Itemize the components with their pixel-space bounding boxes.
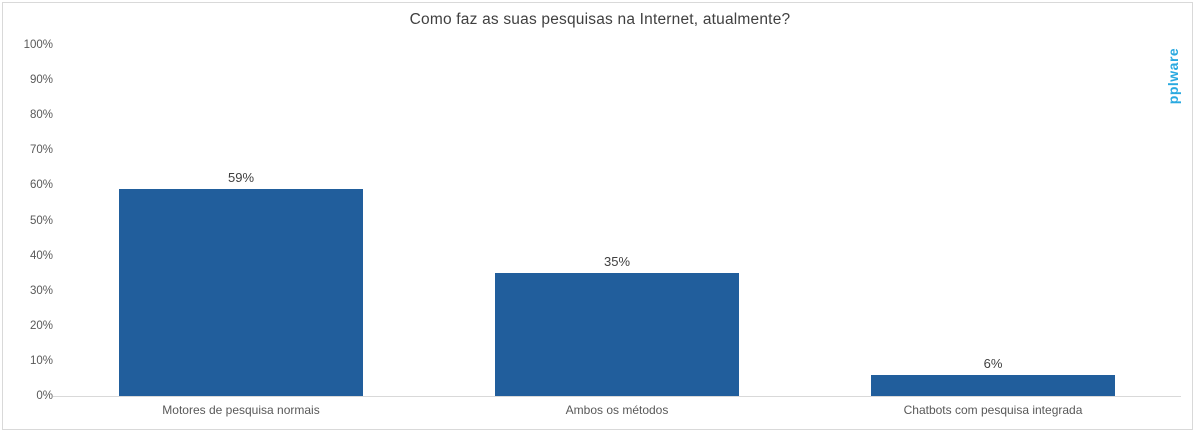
bar-2: 35%: [495, 254, 739, 396]
bar-1: 59%: [119, 170, 363, 396]
y-axis-tick-label: 30%: [29, 284, 53, 297]
bar-3: 6%: [871, 356, 1115, 396]
x-axis-category-label: Ambos os métodos: [565, 403, 669, 417]
y-axis-tick-label: 90%: [29, 74, 53, 87]
x-axis-category-label: Motores de pesquisa normais: [162, 403, 320, 417]
bar-value-label: 6%: [983, 355, 1003, 371]
bar-value-label: 35%: [603, 254, 631, 270]
y-axis-tick-label: 60%: [29, 179, 53, 192]
y-axis-tick-label: 0%: [36, 390, 53, 402]
pplware-logo: pplware: [1165, 47, 1181, 105]
x-axis-category-label: Chatbots com pesquisa integrada: [903, 403, 1083, 417]
chart-title: Como faz as suas pesquisas na Internet, …: [409, 11, 791, 28]
y-axis-tick-label: 10%: [29, 354, 53, 367]
y-axis-tick-label: 50%: [29, 214, 53, 227]
y-axis-tick-label: 70%: [29, 144, 53, 157]
y-axis-tick-label: 100%: [23, 39, 53, 51]
x-axis-line: [53, 396, 1181, 397]
y-axis-tick-label: 20%: [29, 319, 53, 332]
bar-value-label: 59%: [227, 169, 255, 185]
y-axis-tick-label: 80%: [29, 109, 53, 122]
y-axis-tick-label: 40%: [29, 249, 53, 262]
